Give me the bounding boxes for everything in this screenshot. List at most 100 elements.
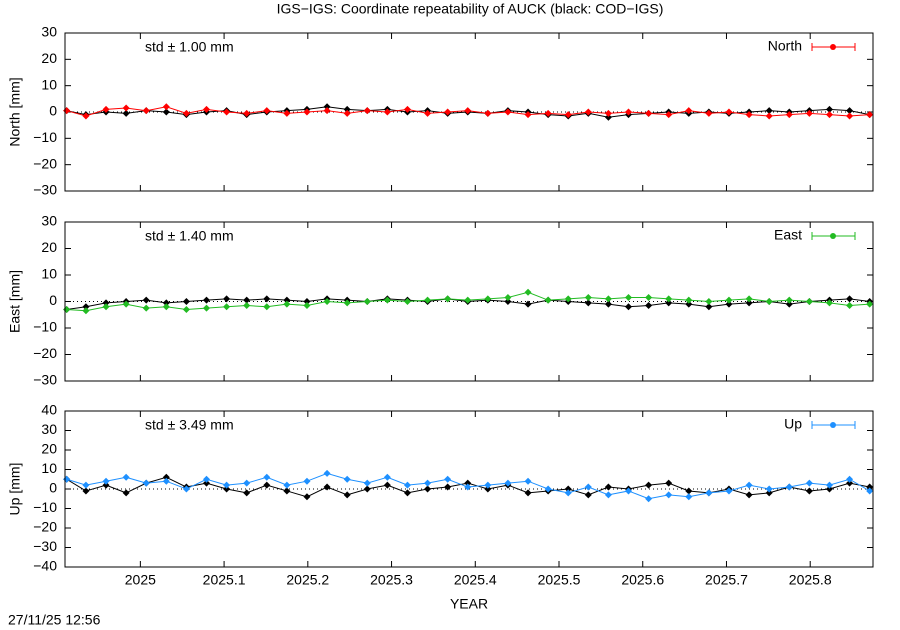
data-point xyxy=(182,305,190,313)
data-point xyxy=(142,296,150,304)
data-point xyxy=(584,299,592,307)
x-tick-label: 2025 xyxy=(125,572,156,588)
legend-label: Up xyxy=(784,416,802,432)
data-point xyxy=(122,109,130,117)
y-axis-label: Up [mm] xyxy=(7,463,23,516)
data-point xyxy=(645,495,653,503)
y-tick-label: 30 xyxy=(41,421,57,437)
x-tick-label: 2025.8 xyxy=(789,572,832,588)
data-point xyxy=(363,298,371,305)
data-point xyxy=(363,479,371,487)
data-point xyxy=(363,485,371,493)
data-point xyxy=(383,473,391,481)
data-point xyxy=(444,475,452,483)
data-point xyxy=(263,473,271,481)
data-point xyxy=(745,299,753,307)
y-tick-label: −40 xyxy=(33,558,57,574)
data-point xyxy=(564,485,572,493)
y-tick-label: 40 xyxy=(41,402,57,418)
data-point xyxy=(403,105,411,113)
data-point xyxy=(403,298,411,305)
data-point xyxy=(203,479,211,487)
plot-frame xyxy=(64,32,874,192)
data-point xyxy=(544,296,552,304)
data-point xyxy=(102,299,110,307)
data-point xyxy=(645,481,653,489)
data-point xyxy=(504,479,512,487)
x-tick-label: 2025.7 xyxy=(705,572,748,588)
data-point xyxy=(82,307,90,315)
y-tick-label: −20 xyxy=(33,155,57,171)
data-point xyxy=(846,475,854,483)
data-point xyxy=(203,475,211,483)
data-point xyxy=(866,487,874,495)
data-point xyxy=(343,109,351,117)
legend-marker xyxy=(830,233,836,239)
chart-title: IGS−IGS: Coordinate repeatability of AUC… xyxy=(277,1,664,17)
data-point xyxy=(203,304,211,312)
data-point xyxy=(383,481,391,489)
data-point xyxy=(524,489,532,497)
y-tick-label: −30 xyxy=(33,372,57,388)
data-point xyxy=(102,481,110,489)
data-point xyxy=(283,109,291,117)
legend-marker xyxy=(830,422,836,428)
data-point xyxy=(243,479,251,487)
data-point xyxy=(303,108,311,116)
data-point xyxy=(604,491,612,499)
data-point xyxy=(343,105,351,113)
data-point xyxy=(524,300,532,308)
data-point xyxy=(63,107,71,115)
data-point xyxy=(765,107,773,115)
data-point xyxy=(846,107,854,115)
x-tick-label: 2025.2 xyxy=(286,572,329,588)
y-tick-label: −10 xyxy=(33,319,57,335)
plot-frame xyxy=(64,221,874,382)
data-point xyxy=(223,108,231,116)
data-point xyxy=(303,477,311,485)
data-point xyxy=(122,104,130,112)
data-point xyxy=(725,300,733,308)
data-point xyxy=(203,105,211,113)
x-tick-label: 2025.5 xyxy=(538,572,581,588)
data-point xyxy=(685,493,693,501)
y-tick-label: −10 xyxy=(33,129,57,145)
data-point xyxy=(223,295,231,303)
data-point xyxy=(424,296,432,304)
data-point xyxy=(323,483,331,491)
data-point xyxy=(464,107,472,115)
data-point xyxy=(645,301,653,309)
data-point xyxy=(544,109,552,117)
data-point xyxy=(725,487,733,495)
data-point xyxy=(484,485,492,493)
data-point xyxy=(283,481,291,489)
data-point xyxy=(303,493,311,501)
data-point xyxy=(805,487,813,495)
data-point xyxy=(323,103,331,111)
data-point xyxy=(504,108,512,116)
y-axis-label: East [mm] xyxy=(7,270,23,333)
data-point xyxy=(323,107,331,115)
data-point xyxy=(243,301,251,309)
data-point xyxy=(825,105,833,113)
data-point xyxy=(685,296,693,304)
y-tick-label: 10 xyxy=(41,76,57,92)
data-point xyxy=(665,111,673,119)
data-point xyxy=(263,107,271,115)
data-point xyxy=(645,109,653,117)
annotation: std ± 3.49 mm xyxy=(145,417,234,433)
data-point xyxy=(263,303,271,311)
data-point xyxy=(424,109,432,117)
data-point xyxy=(524,288,532,296)
data-point xyxy=(705,109,713,117)
y-tick-label: 20 xyxy=(41,50,57,66)
data-point xyxy=(846,479,854,487)
data-point xyxy=(484,481,492,489)
data-point xyxy=(765,112,773,120)
footer: 27/11/25 12:56 xyxy=(8,612,101,628)
data-point xyxy=(122,489,130,497)
data-point xyxy=(705,489,713,497)
data-point xyxy=(444,108,452,116)
data-point xyxy=(162,299,170,307)
annotation: std ± 1.40 mm xyxy=(145,228,234,244)
